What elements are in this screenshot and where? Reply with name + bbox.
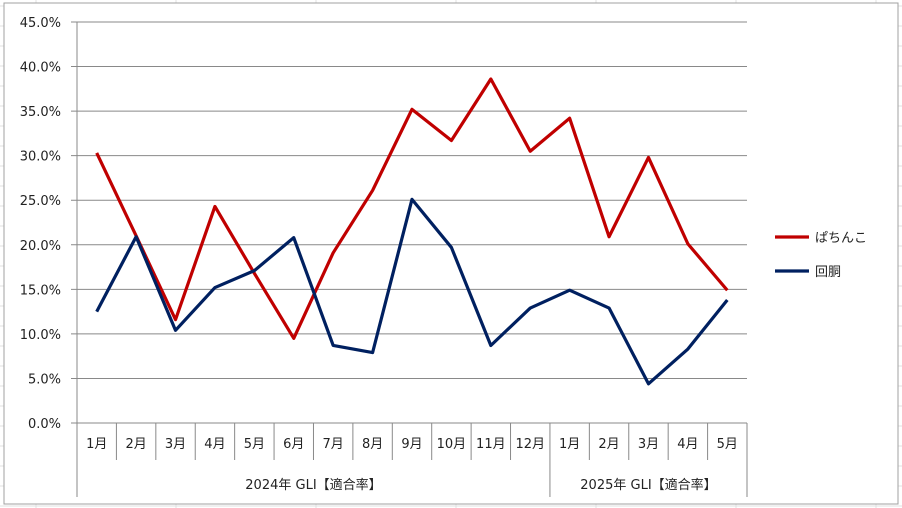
y-tick-label: 40.0% (20, 61, 61, 76)
x-tick-label: 9月 (401, 437, 422, 452)
y-tick-label: 45.0% (20, 16, 61, 31)
x-tick-label: 5月 (244, 437, 265, 452)
y-tick-label: 25.0% (20, 194, 61, 209)
x-tick-label: 4月 (204, 437, 225, 452)
y-gridlines (71, 21, 747, 424)
series-lines (95, 77, 729, 386)
y-tick-label: 0.0% (28, 417, 61, 432)
y-axis-ticks: 0.0% 5.0% 10.0% 15.0% 20.0% 25.0% 30.0% 35.0% 40… (20, 16, 61, 432)
x-tick-label: 1月 (559, 437, 580, 452)
x-tick-label: 3月 (638, 437, 659, 452)
x-tick-label: 8月 (362, 437, 383, 452)
chart-area (3, 2, 899, 505)
x-group-label: 2024年 GLI【適合率】 (245, 477, 381, 493)
legend-label: ぱちんこ (815, 231, 867, 246)
y-tick-label: 30.0% (20, 150, 61, 165)
legend-label: 回胴 (815, 265, 841, 280)
x-tick-label: 6月 (283, 437, 304, 452)
x-tick-label: 12月 (515, 437, 545, 452)
x-tick-label: 2月 (125, 437, 146, 452)
x-tick-label: 2月 (598, 437, 619, 452)
x-tick-label: 4月 (677, 437, 698, 452)
y-tick-label: 20.0% (20, 239, 61, 254)
x-tick-label: 7月 (323, 437, 344, 452)
y-tick-label: 5.0% (28, 372, 61, 387)
x-group-label: 2025年 GLI【適合率】 (580, 477, 716, 493)
y-tick-label: 35.0% (20, 105, 61, 120)
y-tick-label: 10.0% (20, 328, 61, 343)
x-tick-label: 3月 (165, 437, 186, 452)
x-tick-label: 5月 (717, 437, 738, 452)
y-tick-label: 15.0% (20, 283, 61, 298)
x-tick-label: 11月 (476, 437, 506, 452)
x-tick-label: 10月 (437, 437, 467, 452)
x-axis: 1月 2月 3月 4月 5月 6月 7月 8月 9月 10月 11月 12月 1月 2月 3月 4月 5月 202… (76, 423, 748, 497)
x-tick-label: 1月 (86, 437, 107, 452)
